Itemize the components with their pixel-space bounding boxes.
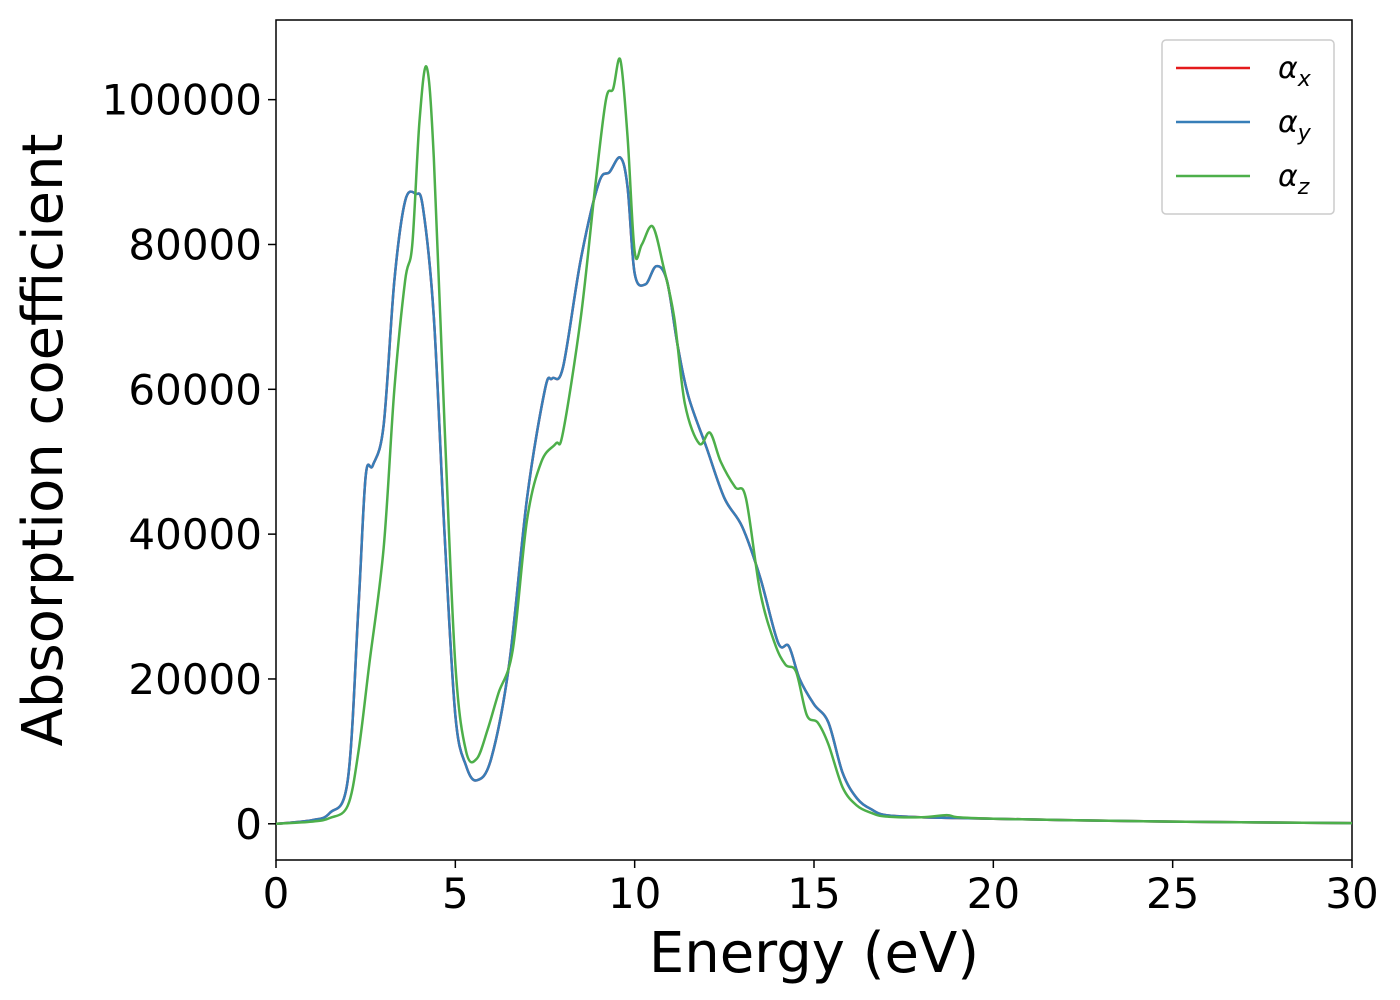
x-axis-ticks: 0 5 10 15 20 25 30 <box>263 860 1379 918</box>
series-line-z <box>275 57 1353 826</box>
x-tick-label: 0 <box>263 869 290 918</box>
y-tick-label: 60000 <box>128 365 262 414</box>
x-tick-label: 30 <box>1325 869 1378 918</box>
legend: αx αy αz <box>1161 39 1335 215</box>
y-axis-title: Absorption coefficient <box>11 134 76 747</box>
x-tick-label: 5 <box>442 869 469 918</box>
series-layer <box>275 57 1353 826</box>
y-tick-label: 0 <box>235 800 262 849</box>
legend-label-x: αx <box>1278 51 1312 92</box>
y-axis-ticks: 0 20000 40000 60000 80000 100000 <box>102 76 276 849</box>
x-tick-label: 15 <box>787 869 840 918</box>
legend-box <box>1161 39 1335 215</box>
y-tick-label: 80000 <box>128 220 262 269</box>
legend-label-y: αy <box>1278 105 1312 146</box>
y-tick-label: 100000 <box>102 76 262 125</box>
x-tick-label: 20 <box>967 869 1020 918</box>
x-tick-label: 10 <box>608 869 661 918</box>
legend-entries: αx αy αz <box>1176 51 1312 200</box>
y-tick-label: 20000 <box>128 655 262 704</box>
x-tick-label: 25 <box>1146 869 1199 918</box>
y-tick-label: 40000 <box>128 510 262 559</box>
series-line-y <box>275 156 1353 826</box>
x-axis-title: Energy (eV) <box>649 921 979 986</box>
legend-label-z: αz <box>1278 159 1310 200</box>
